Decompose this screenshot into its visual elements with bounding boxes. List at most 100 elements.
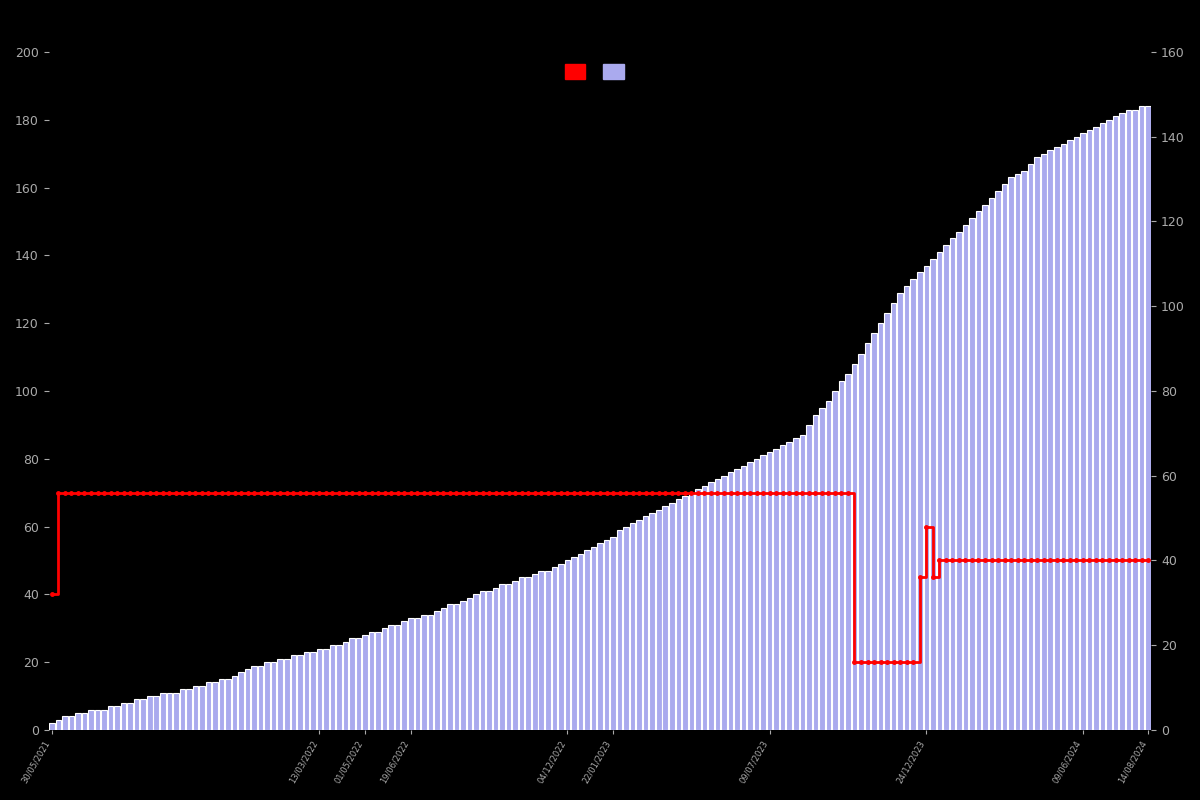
Bar (226, 679, 230, 730)
Bar (389, 625, 394, 730)
Bar (258, 666, 264, 730)
Bar (924, 266, 929, 730)
Bar (376, 632, 380, 730)
Bar (518, 578, 524, 730)
Bar (1040, 154, 1046, 730)
Bar (368, 632, 374, 730)
Bar (232, 676, 238, 730)
Bar (355, 638, 361, 730)
Bar (1002, 184, 1007, 730)
Bar (793, 438, 798, 730)
Bar (1133, 110, 1138, 730)
Bar (623, 526, 629, 730)
Bar (95, 710, 101, 730)
Bar (486, 591, 492, 730)
Bar (890, 303, 896, 730)
Bar (936, 252, 942, 730)
Bar (702, 486, 707, 730)
Bar (1106, 120, 1111, 730)
Bar (134, 699, 139, 730)
Bar (55, 720, 61, 730)
Bar (167, 693, 172, 730)
Bar (564, 561, 570, 730)
Bar (904, 286, 910, 730)
Bar (290, 655, 296, 730)
Bar (761, 455, 766, 730)
Bar (154, 696, 160, 730)
Bar (526, 578, 530, 730)
Bar (1099, 123, 1105, 730)
Bar (552, 567, 557, 730)
Bar (584, 550, 589, 730)
Bar (473, 594, 479, 730)
Bar (160, 693, 166, 730)
Bar (930, 258, 936, 730)
Bar (402, 622, 407, 730)
Bar (114, 706, 120, 730)
Bar (512, 581, 518, 730)
Bar (427, 614, 433, 730)
Bar (68, 716, 74, 730)
Bar (617, 530, 623, 730)
Bar (786, 442, 792, 730)
Bar (480, 591, 485, 730)
Bar (193, 686, 198, 730)
Bar (1145, 106, 1151, 730)
Bar (976, 211, 982, 730)
Bar (545, 570, 551, 730)
Bar (865, 343, 870, 730)
Bar (839, 381, 845, 730)
Bar (408, 618, 414, 730)
Bar (878, 323, 883, 730)
Bar (989, 198, 995, 730)
Bar (212, 682, 217, 730)
Bar (1112, 117, 1118, 730)
Bar (1021, 170, 1027, 730)
Bar (884, 313, 890, 730)
Bar (180, 690, 185, 730)
Bar (832, 391, 838, 730)
Bar (434, 611, 439, 730)
Bar (146, 696, 152, 730)
Bar (395, 625, 401, 730)
Bar (186, 690, 192, 730)
Bar (871, 334, 877, 730)
Bar (251, 666, 257, 730)
Bar (271, 662, 276, 730)
Bar (682, 496, 688, 730)
Bar (1126, 110, 1132, 730)
Bar (1093, 126, 1099, 730)
Bar (298, 655, 302, 730)
Bar (806, 425, 811, 730)
Bar (493, 587, 498, 730)
Bar (656, 510, 661, 730)
Bar (676, 499, 682, 730)
Bar (1048, 150, 1054, 730)
Bar (1061, 143, 1066, 730)
Bar (898, 293, 902, 730)
Bar (1054, 147, 1060, 730)
Bar (108, 706, 113, 730)
Bar (571, 557, 577, 730)
Bar (199, 686, 205, 730)
Bar (336, 645, 342, 730)
Bar (76, 713, 80, 730)
Bar (845, 374, 851, 730)
Bar (1139, 106, 1145, 730)
Bar (121, 702, 126, 730)
Bar (532, 574, 538, 730)
Bar (858, 354, 864, 730)
Bar (362, 635, 368, 730)
Bar (467, 598, 473, 730)
Bar (943, 246, 949, 730)
Bar (852, 364, 857, 730)
Bar (643, 516, 648, 730)
Bar (1015, 174, 1020, 730)
Bar (630, 523, 636, 730)
Bar (62, 716, 67, 730)
Bar (1034, 157, 1040, 730)
Bar (173, 693, 179, 730)
Bar (264, 662, 270, 730)
Bar (1028, 164, 1033, 730)
Bar (558, 564, 564, 730)
